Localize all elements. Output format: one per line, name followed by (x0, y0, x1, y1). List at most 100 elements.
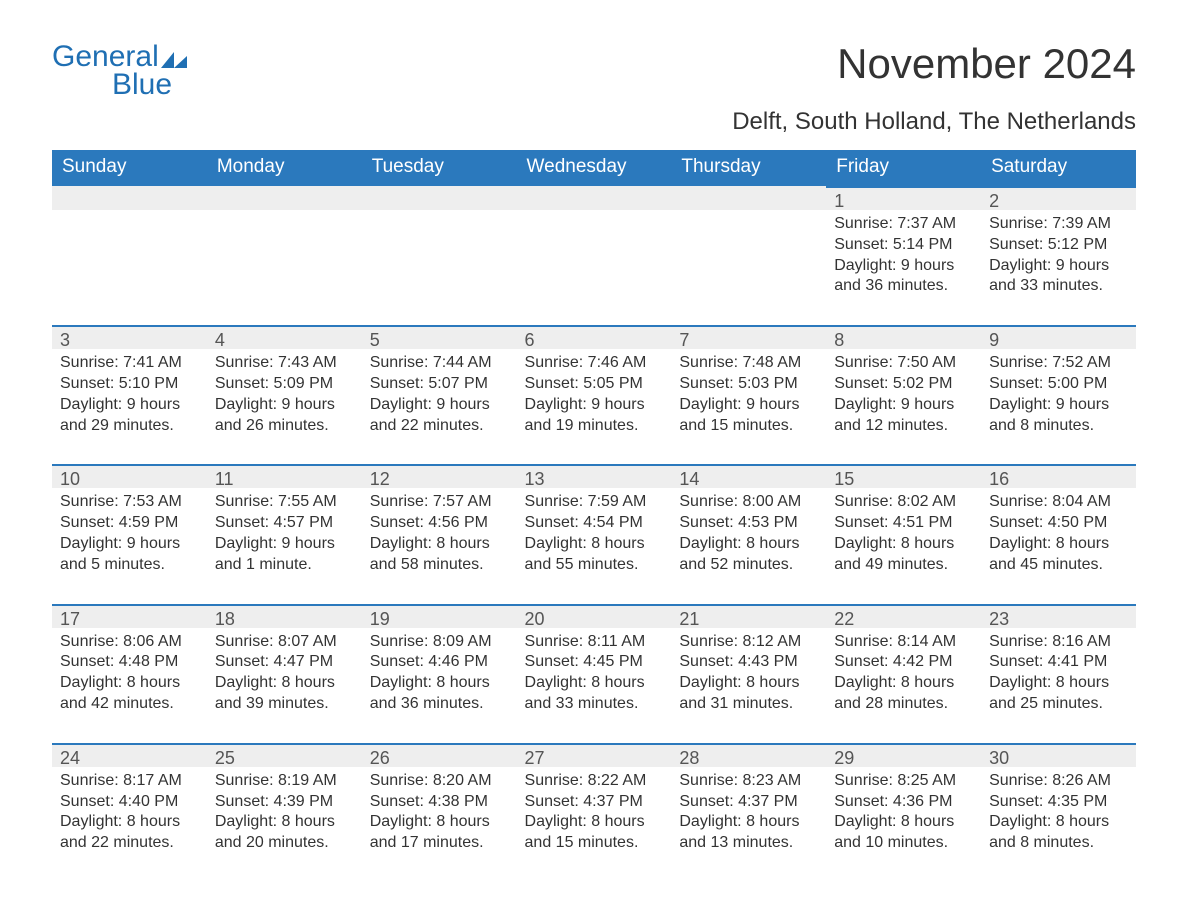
day-info: Sunrise: 7:48 AMSunset: 5:03 PMDaylight:… (679, 353, 818, 436)
day-info-line: Sunrise: 8:12 AM (679, 632, 818, 653)
day-info: Sunrise: 7:44 AMSunset: 5:07 PMDaylight:… (370, 353, 509, 436)
day-info-line: Sunrise: 8:09 AM (370, 632, 509, 653)
day-header: Sunday (52, 150, 207, 186)
day-info-line: Sunset: 5:00 PM (989, 374, 1128, 395)
day-info-line: Sunrise: 8:00 AM (679, 492, 818, 513)
day-number: 25 (207, 743, 362, 767)
calendar-day-cell: 29Sunrise: 8:25 AMSunset: 4:36 PMDayligh… (826, 743, 981, 882)
day-header: Friday (826, 150, 981, 186)
day-info: Sunrise: 7:50 AMSunset: 5:02 PMDaylight:… (834, 353, 973, 436)
day-info: Sunrise: 8:19 AMSunset: 4:39 PMDaylight:… (215, 771, 354, 854)
day-info-line: and 39 minutes. (215, 694, 354, 715)
day-info-line: Daylight: 8 hours (215, 673, 354, 694)
day-info-line: Sunset: 4:48 PM (60, 652, 199, 673)
day-info-line: Sunrise: 7:50 AM (834, 353, 973, 374)
calendar-day-cell (517, 186, 672, 325)
day-number: 18 (207, 604, 362, 628)
day-number: 17 (52, 604, 207, 628)
calendar-week-row: 10 Sunrise: 7:53 AMSunset: 4:59 PMDayligh… (52, 464, 1136, 603)
day-info-line: and 13 minutes. (679, 833, 818, 854)
day-info-line: Daylight: 9 hours (215, 395, 354, 416)
day-info-line: Sunset: 4:37 PM (525, 792, 664, 813)
day-header: Tuesday (362, 150, 517, 186)
day-number: 10 (52, 464, 207, 488)
day-info-line: Sunrise: 8:19 AM (215, 771, 354, 792)
day-info-line: Sunset: 4:38 PM (370, 792, 509, 813)
day-info-line: Sunrise: 8:04 AM (989, 492, 1128, 513)
calendar-day-cell (52, 186, 207, 325)
day-info-line: and 58 minutes. (370, 555, 509, 576)
day-header-row: Sunday Monday Tuesday Wednesday Thursday… (52, 150, 1136, 186)
day-info-line: and 8 minutes. (989, 416, 1128, 437)
day-info: Sunrise: 8:14 AMSunset: 4:42 PMDaylight:… (834, 632, 973, 715)
day-info-line: Daylight: 8 hours (834, 534, 973, 555)
day-info-line: Sunrise: 7:48 AM (679, 353, 818, 374)
calendar-day-cell: 24Sunrise: 8:17 AMSunset: 4:40 PMDayligh… (52, 743, 207, 882)
day-info: Sunrise: 8:20 AMSunset: 4:38 PMDaylight:… (370, 771, 509, 854)
day-info-line: Sunset: 5:05 PM (525, 374, 664, 395)
day-number: 11 (207, 464, 362, 488)
day-number: 19 (362, 604, 517, 628)
day-info: Sunrise: 7:57 AMSunset: 4:56 PMDaylight:… (370, 492, 509, 575)
day-info-line: Daylight: 8 hours (215, 812, 354, 833)
day-info-line: Sunrise: 8:23 AM (679, 771, 818, 792)
day-number: 2 (981, 186, 1136, 210)
day-info-line: Sunset: 4:54 PM (525, 513, 664, 534)
day-header: Saturday (981, 150, 1136, 186)
calendar-table: Sunday Monday Tuesday Wednesday Thursday… (52, 150, 1136, 882)
day-info-line: Daylight: 8 hours (525, 812, 664, 833)
day-info-line: Sunset: 4:59 PM (60, 513, 199, 534)
day-info: Sunrise: 7:55 AMSunset: 4:57 PMDaylight:… (215, 492, 354, 575)
day-info-line: Sunset: 5:10 PM (60, 374, 199, 395)
day-info-line: Daylight: 9 hours (834, 256, 973, 277)
day-info-line: Daylight: 8 hours (60, 812, 199, 833)
day-info-line: Daylight: 8 hours (370, 673, 509, 694)
day-info: Sunrise: 8:17 AMSunset: 4:40 PMDaylight:… (60, 771, 199, 854)
day-info-line: and 29 minutes. (60, 416, 199, 437)
day-info-line: Daylight: 9 hours (60, 395, 199, 416)
empty-day-bar (207, 186, 362, 210)
day-info-line: Daylight: 9 hours (215, 534, 354, 555)
day-info: Sunrise: 8:02 AMSunset: 4:51 PMDaylight:… (834, 492, 973, 575)
calendar-day-cell: 23Sunrise: 8:16 AMSunset: 4:41 PMDayligh… (981, 604, 1136, 743)
day-header: Monday (207, 150, 362, 186)
calendar-day-cell: 18Sunrise: 8:07 AMSunset: 4:47 PMDayligh… (207, 604, 362, 743)
day-info-line: Daylight: 9 hours (989, 256, 1128, 277)
day-info-line: and 22 minutes. (370, 416, 509, 437)
day-info-line: Daylight: 8 hours (370, 534, 509, 555)
day-info-line: and 12 minutes. (834, 416, 973, 437)
day-info-line: Sunset: 4:35 PM (989, 792, 1128, 813)
calendar-day-cell: 19Sunrise: 8:09 AMSunset: 4:46 PMDayligh… (362, 604, 517, 743)
day-number: 6 (517, 325, 672, 349)
day-info-line: Sunset: 4:57 PM (215, 513, 354, 534)
day-info-line: Daylight: 9 hours (370, 395, 509, 416)
location-label: Delft, South Holland, The Netherlands (52, 108, 1136, 136)
day-info: Sunrise: 8:22 AMSunset: 4:37 PMDaylight:… (525, 771, 664, 854)
day-number: 20 (517, 604, 672, 628)
day-info-line: Sunset: 4:36 PM (834, 792, 973, 813)
empty-day-bar (52, 186, 207, 210)
day-number: 12 (362, 464, 517, 488)
day-info-line: and 45 minutes. (989, 555, 1128, 576)
calendar-day-cell (207, 186, 362, 325)
day-header: Wednesday (517, 150, 672, 186)
calendar-day-cell: 14Sunrise: 8:00 AMSunset: 4:53 PMDayligh… (671, 464, 826, 603)
empty-day-bar (517, 186, 672, 210)
calendar-day-cell (671, 186, 826, 325)
day-number: 21 (671, 604, 826, 628)
calendar-week-row: 24Sunrise: 8:17 AMSunset: 4:40 PMDayligh… (52, 743, 1136, 882)
day-info-line: Sunrise: 8:17 AM (60, 771, 199, 792)
calendar-day-cell: 25 Sunrise: 8:19 AMSunset: 4:39 PMDayligh… (207, 743, 362, 882)
day-info: Sunrise: 7:53 AMSunset: 4:59 PMDaylight:… (60, 492, 199, 575)
day-info-line: Daylight: 8 hours (679, 673, 818, 694)
calendar-day-cell: 3Sunrise: 7:41 AMSunset: 5:10 PMDaylight… (52, 325, 207, 464)
empty-day-bar (362, 186, 517, 210)
day-info-line: and 26 minutes. (215, 416, 354, 437)
calendar-day-cell: 9Sunrise: 7:52 AMSunset: 5:00 PMDaylight… (981, 325, 1136, 464)
day-info-line: Sunrise: 8:06 AM (60, 632, 199, 653)
day-info-line: Daylight: 9 hours (679, 395, 818, 416)
day-info-line: Sunrise: 7:59 AM (525, 492, 664, 513)
calendar-day-cell: 8Sunrise: 7:50 AMSunset: 5:02 PMDaylight… (826, 325, 981, 464)
calendar-day-cell: 12 Sunrise: 7:57 AMSunset: 4:56 PMDayligh… (362, 464, 517, 603)
day-info-line: and 1 minute. (215, 555, 354, 576)
